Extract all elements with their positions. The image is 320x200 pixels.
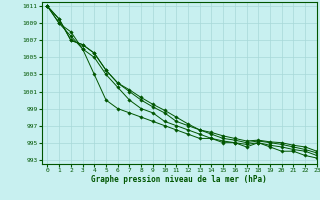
X-axis label: Graphe pression niveau de la mer (hPa): Graphe pression niveau de la mer (hPa)	[91, 175, 267, 184]
